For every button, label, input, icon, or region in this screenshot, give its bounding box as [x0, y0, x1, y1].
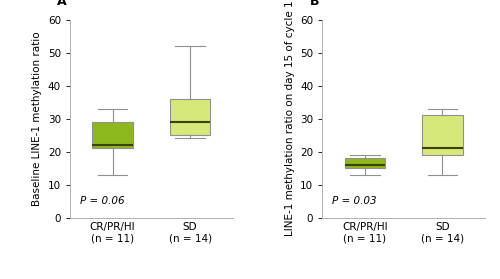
- PathPatch shape: [92, 122, 133, 148]
- PathPatch shape: [422, 115, 463, 155]
- Text: A: A: [57, 0, 66, 8]
- Y-axis label: LINE-1 methylation ratio on day 15 of cycle 1: LINE-1 methylation ratio on day 15 of cy…: [284, 1, 294, 236]
- PathPatch shape: [170, 99, 210, 135]
- Y-axis label: Baseline LINE-1 methylation ratio: Baseline LINE-1 methylation ratio: [32, 31, 42, 206]
- Text: B: B: [310, 0, 319, 8]
- Text: P = 0.03: P = 0.03: [332, 196, 376, 206]
- PathPatch shape: [344, 158, 385, 168]
- Text: P = 0.06: P = 0.06: [80, 196, 124, 206]
